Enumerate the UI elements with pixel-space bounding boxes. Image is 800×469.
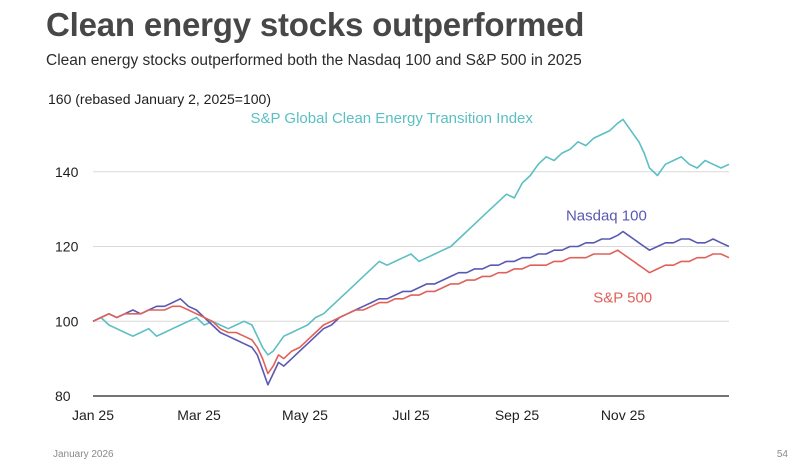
y-tick-label: 80 (55, 388, 71, 404)
series-label-2: S&P 500 (593, 290, 652, 307)
series-label-0: S&P Global Clean Energy Transition Index (251, 110, 534, 127)
series-lines (92, 118, 730, 386)
grid-lines (93, 171, 729, 397)
y-tick-label: 140 (55, 164, 79, 180)
x-tick-label: Mar 25 (177, 407, 221, 423)
page-title: Clean energy stocks outperformed (46, 6, 585, 43)
series-line-2 (92, 249, 730, 375)
series-line-0 (92, 118, 730, 356)
x-tick-label: Jul 25 (392, 407, 430, 423)
footer-date: January 2026 (53, 449, 114, 460)
x-tick-label: Jan 25 (72, 407, 114, 423)
x-tick-label: Nov 25 (601, 407, 646, 423)
x-tick-label: Sep 25 (495, 407, 540, 423)
axes: 80 100 120 140 160 (rebased January 2, 2025=… (48, 91, 645, 423)
page-number: 54 (776, 449, 788, 460)
y-tick-label: 120 (55, 239, 79, 255)
y-axis-top-label: 160 (rebased January 2, 2025=100) (48, 91, 271, 107)
series-labels: S&P Global Clean Energy Transition Index… (251, 110, 653, 306)
y-tick-label: 100 (55, 313, 79, 329)
series-label-1: Nasdaq 100 (566, 207, 647, 224)
page-subtitle: Clean energy stocks outperformed both th… (46, 52, 582, 69)
x-tick-label: May 25 (282, 407, 328, 423)
